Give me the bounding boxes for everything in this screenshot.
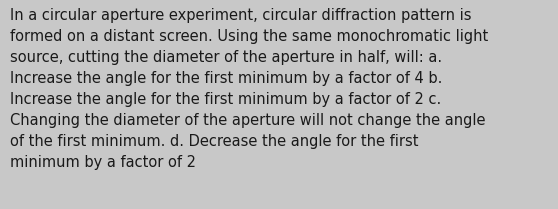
Text: In a circular aperture experiment, circular diffraction pattern is
formed on a d: In a circular aperture experiment, circu… — [10, 8, 488, 170]
